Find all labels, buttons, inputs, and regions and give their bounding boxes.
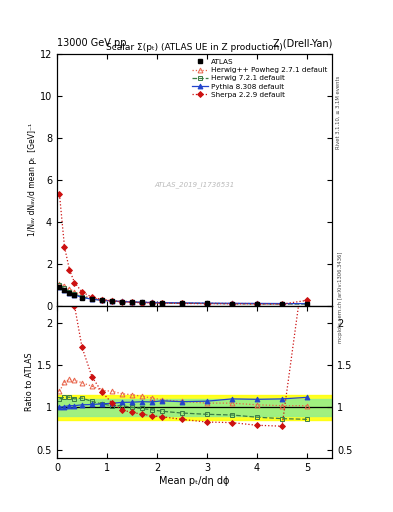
X-axis label: Mean pₜ/dη dϕ: Mean pₜ/dη dϕ xyxy=(159,476,230,486)
Text: 13000 GeV pp: 13000 GeV pp xyxy=(57,38,127,48)
Y-axis label: Ratio to ATLAS: Ratio to ATLAS xyxy=(25,353,34,411)
Title: Scalar Σ(pₜ) (ATLAS UE in Z production): Scalar Σ(pₜ) (ATLAS UE in Z production) xyxy=(106,42,283,52)
Text: ATLAS_2019_I1736531: ATLAS_2019_I1736531 xyxy=(154,181,235,188)
Y-axis label: 1/Nₐᵥ dNₐᵥ/d mean pₜ  [GeV]⁻¹: 1/Nₐᵥ dNₐᵥ/d mean pₜ [GeV]⁻¹ xyxy=(28,123,37,236)
Text: Z (Drell-Yan): Z (Drell-Yan) xyxy=(273,38,332,48)
Text: Rivet 3.1.10, ≥ 3.1M events: Rivet 3.1.10, ≥ 3.1M events xyxy=(336,76,341,150)
Legend: ATLAS, Herwig++ Powheg 2.7.1 default, Herwig 7.2.1 default, Pythia 8.308 default: ATLAS, Herwig++ Powheg 2.7.1 default, He… xyxy=(191,57,329,99)
Text: mcplots.cern.ch [arXiv:1306.3436]: mcplots.cern.ch [arXiv:1306.3436] xyxy=(338,251,343,343)
